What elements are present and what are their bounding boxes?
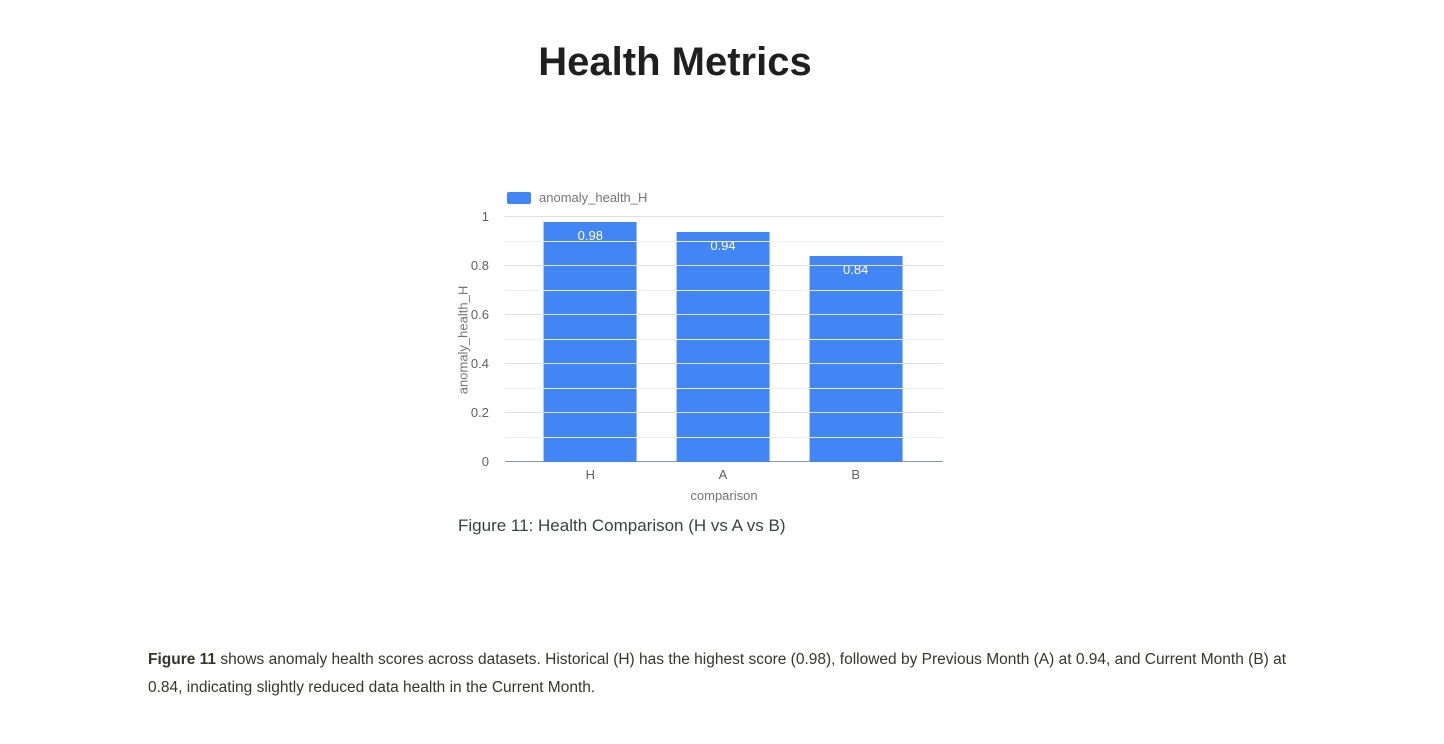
x-axis-tick-label: B <box>851 467 861 482</box>
bar-A: 0.94 <box>676 231 770 462</box>
figure-description: Figure 11 shows anomaly health scores ac… <box>148 646 1296 702</box>
y-axis-tick-label: 1 <box>481 209 489 224</box>
bar-B: 0.84 <box>809 256 903 462</box>
x-axis-tick-label: A <box>718 467 728 482</box>
y-axis-tick-label: 0.4 <box>470 356 489 371</box>
y-axis-labels: 1 0.8 0.6 0.4 0.2 0 <box>445 210 497 469</box>
y-axis-tick-label: 0.6 <box>470 307 489 322</box>
legend-label: anomaly_health_H <box>539 190 648 205</box>
figure-description-text: shows anomaly health scores across datas… <box>148 651 1287 696</box>
bar-H: 0.98 <box>543 221 637 462</box>
y-axis-title: anomaly_health_H <box>455 285 471 395</box>
major-gridline <box>505 363 943 364</box>
minor-gridline <box>505 338 943 340</box>
minor-gridline <box>505 289 943 291</box>
minor-gridline <box>505 240 943 242</box>
bar-series: 0.98 0.94 0.84 <box>524 217 922 462</box>
minor-gridline <box>505 387 943 389</box>
x-axis-title: comparison <box>690 488 758 503</box>
major-gridline <box>505 216 943 217</box>
x-axis-tick-label: H <box>585 467 596 482</box>
major-gridline <box>505 265 943 266</box>
bar-value-label: 0.98 <box>577 227 603 243</box>
plot-area: 0.98 0.94 0.84 <box>505 216 943 462</box>
figure-description-lead: Figure 11 <box>148 651 217 668</box>
major-gridline <box>505 412 943 413</box>
bar-band: 0.94 <box>657 217 790 462</box>
bar-band: 0.84 <box>789 217 922 462</box>
major-gridline <box>505 314 943 315</box>
bar-band: 0.98 <box>524 217 657 462</box>
y-axis-tick-label: 0.2 <box>470 405 489 420</box>
chart-legend: anomaly_health_H <box>507 190 647 205</box>
minor-gridline <box>505 436 943 438</box>
y-axis-tick-label: 0.8 <box>470 258 489 273</box>
page-title: Health Metrics <box>538 40 812 84</box>
y-axis-tick-label: 0 <box>481 454 489 469</box>
legend-swatch-icon <box>507 191 531 204</box>
figure-caption: Figure 11: Health Comparison (H vs A vs … <box>458 516 786 535</box>
